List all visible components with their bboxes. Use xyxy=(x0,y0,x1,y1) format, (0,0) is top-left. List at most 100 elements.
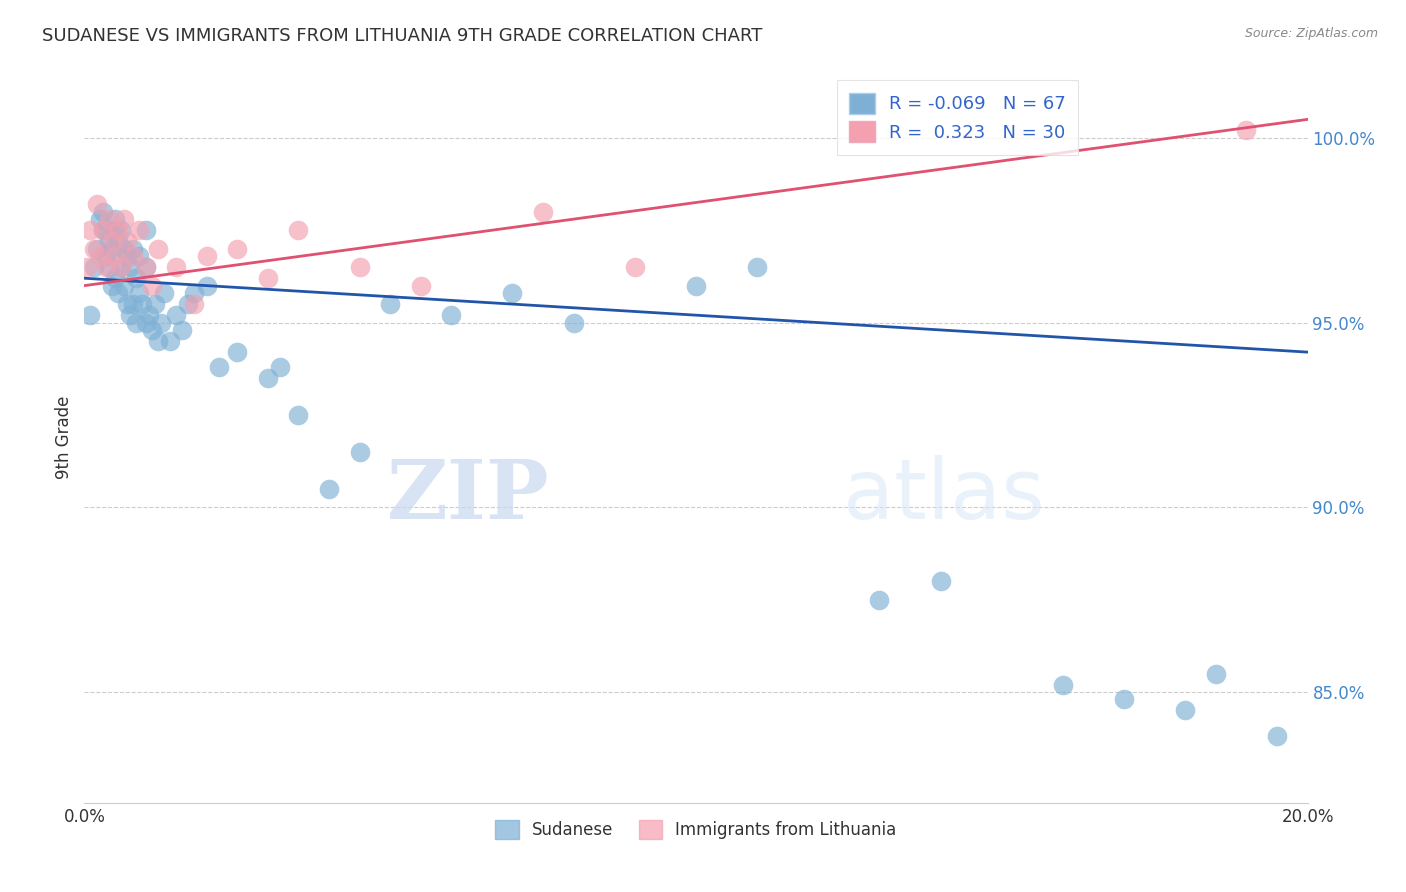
Point xyxy=(110,260,132,274)
Point xyxy=(120,260,142,274)
Point xyxy=(89,249,111,263)
Point xyxy=(287,408,309,422)
Point xyxy=(120,308,142,322)
Point xyxy=(94,249,117,263)
Point xyxy=(89,212,111,227)
Point xyxy=(562,316,585,330)
Point xyxy=(122,249,145,263)
Point xyxy=(143,297,166,311)
Point xyxy=(531,204,554,219)
Point xyxy=(172,323,194,337)
Point xyxy=(269,359,291,374)
Point xyxy=(195,249,218,263)
Point xyxy=(257,271,280,285)
Point xyxy=(1174,703,1197,717)
Point xyxy=(128,249,150,263)
Point xyxy=(104,271,127,285)
Point xyxy=(79,308,101,322)
Point xyxy=(79,223,101,237)
Point xyxy=(318,482,340,496)
Point xyxy=(86,242,108,256)
Point xyxy=(107,235,129,249)
Point xyxy=(101,278,124,293)
Text: SUDANESE VS IMMIGRANTS FROM LITHUANIA 9TH GRADE CORRELATION CHART: SUDANESE VS IMMIGRANTS FROM LITHUANIA 9T… xyxy=(42,27,762,45)
Point xyxy=(624,260,647,274)
Point xyxy=(183,297,205,311)
Point xyxy=(1205,666,1227,681)
Point xyxy=(135,223,157,237)
Point xyxy=(409,278,432,293)
Point xyxy=(76,260,98,274)
Point xyxy=(287,223,309,237)
Point xyxy=(131,297,153,311)
Point xyxy=(208,359,231,374)
Point xyxy=(138,308,160,322)
Point xyxy=(226,242,249,256)
Text: Source: ZipAtlas.com: Source: ZipAtlas.com xyxy=(1244,27,1378,40)
Point xyxy=(685,278,707,293)
Point xyxy=(128,223,150,237)
Point xyxy=(97,260,120,274)
Point xyxy=(110,260,132,274)
Point xyxy=(112,212,135,227)
Point xyxy=(125,316,148,330)
Point xyxy=(159,334,181,348)
Point xyxy=(135,316,157,330)
Point xyxy=(1052,677,1074,691)
Point xyxy=(502,285,524,300)
Point xyxy=(165,308,187,322)
Point xyxy=(141,323,163,337)
Point xyxy=(226,345,249,359)
Point xyxy=(122,297,145,311)
Point xyxy=(869,592,891,607)
Point xyxy=(115,249,138,263)
Point xyxy=(97,235,120,249)
Point xyxy=(83,242,105,256)
Point xyxy=(929,574,952,589)
Point xyxy=(115,235,138,249)
Point xyxy=(177,297,200,311)
Point xyxy=(146,334,169,348)
Point xyxy=(349,260,371,274)
Point xyxy=(380,297,402,311)
Point xyxy=(91,223,114,237)
Point xyxy=(125,271,148,285)
Point xyxy=(135,260,157,274)
Text: atlas: atlas xyxy=(842,455,1045,536)
Point xyxy=(101,235,124,249)
Point xyxy=(122,242,145,256)
Point xyxy=(97,212,120,227)
Point xyxy=(349,445,371,459)
Point xyxy=(1114,692,1136,706)
Y-axis label: 9th Grade: 9th Grade xyxy=(55,395,73,479)
Point xyxy=(1236,123,1258,137)
Point xyxy=(183,285,205,300)
Point xyxy=(91,223,114,237)
Point xyxy=(101,242,124,256)
Point xyxy=(257,371,280,385)
Point xyxy=(1265,729,1288,743)
Point xyxy=(83,260,105,274)
Point xyxy=(128,285,150,300)
Point xyxy=(104,223,127,237)
Point xyxy=(153,285,176,300)
Point xyxy=(110,223,132,237)
Point xyxy=(107,223,129,237)
Point xyxy=(112,278,135,293)
Point xyxy=(86,197,108,211)
Point xyxy=(146,242,169,256)
Point xyxy=(440,308,463,322)
Point xyxy=(115,297,138,311)
Text: ZIP: ZIP xyxy=(387,456,550,535)
Point xyxy=(107,285,129,300)
Point xyxy=(747,260,769,274)
Point xyxy=(149,316,172,330)
Point xyxy=(195,278,218,293)
Point xyxy=(141,278,163,293)
Point xyxy=(104,212,127,227)
Point xyxy=(165,260,187,274)
Point xyxy=(91,204,114,219)
Point xyxy=(104,249,127,263)
Point xyxy=(135,260,157,274)
Point xyxy=(94,260,117,274)
